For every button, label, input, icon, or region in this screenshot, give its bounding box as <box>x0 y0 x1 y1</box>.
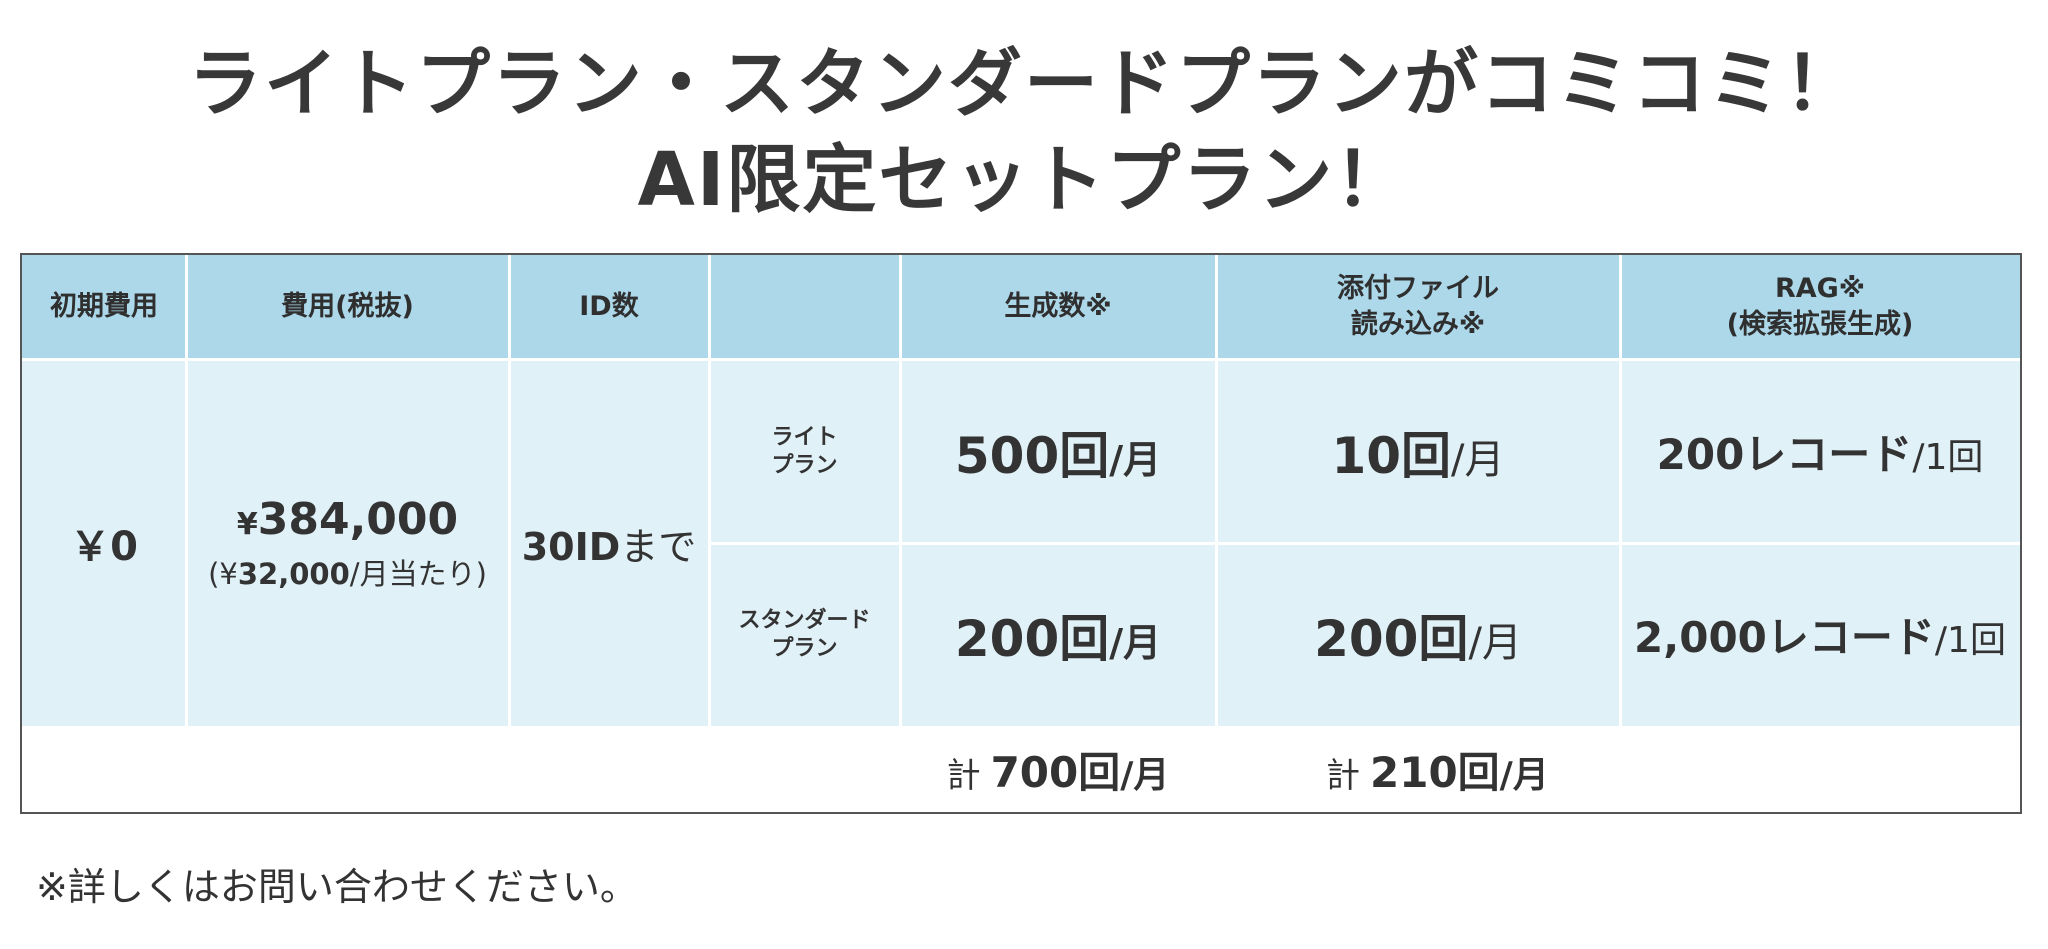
row-divider <box>709 542 2020 545</box>
file-read-lite-num: 10回 <box>1331 426 1452 485</box>
file-read-standard-value: 200回/月 <box>1314 599 1522 671</box>
fee-main: ¥384,000 <box>237 494 458 545</box>
total-generations-prefix: 計 <box>946 755 981 796</box>
file-read-lite-value: 10回/月 <box>1331 416 1504 488</box>
plan-lite-line-2: プラン <box>771 452 838 478</box>
generations-standard-value: 200回/月 <box>955 599 1161 671</box>
plan-standard-line-2: プラン <box>771 635 838 661</box>
header-rag-line-2: (検索拡張生成) <box>1726 308 1914 340</box>
header-initial-cost: 初期費用 <box>22 255 186 358</box>
plan-standard-line-1: スタンダード <box>738 607 871 633</box>
generations-lite-num: 500回 <box>954 426 1110 485</box>
id-count-number: 30ID <box>521 524 621 569</box>
fee-sub-amount: 32,000 <box>237 556 350 591</box>
header-rag-line-1: RAG※ <box>1774 272 1866 304</box>
total-generations: 計 700回/月 <box>900 726 1216 812</box>
initial-cost-cell: ￥0 <box>22 360 186 726</box>
header-fee-label: 費用(税抜) <box>281 290 414 322</box>
fee-cell: ¥384,000 (¥32,000/月当たり) <box>186 360 509 726</box>
header-initial-cost-label: 初期費用 <box>50 290 158 322</box>
total-file-read-prefix: 計 <box>1326 755 1360 796</box>
id-count-suffix: まで <box>620 524 697 569</box>
header-file-read-line-1: 添付ファイル <box>1337 272 1499 304</box>
generations-standard-unit: /月 <box>1109 620 1162 665</box>
initial-cost-value: ￥0 <box>70 524 138 570</box>
rag-lite-value: 200レコード/1回 <box>1657 421 1984 482</box>
total-file-read-unit: /月 <box>1499 754 1549 796</box>
header-rag: RAG※ (検索拡張生成) <box>1620 255 2020 358</box>
plan-lite-line-1: ライト <box>771 424 838 450</box>
fee-amount: 384,000 <box>257 493 459 545</box>
file-read-lite: 10回/月 <box>1216 360 1620 543</box>
fee-sub-open: (¥ <box>208 556 238 591</box>
generations-lite-unit: /月 <box>1109 437 1162 482</box>
generations-standard: 200回/月 <box>900 543 1216 726</box>
file-read-standard-num: 200回 <box>1314 609 1469 668</box>
file-read-lite-unit: /月 <box>1451 436 1505 483</box>
header-generations: 生成数※ <box>900 255 1216 358</box>
fee-sub: (¥32,000/月当たり) <box>208 551 487 593</box>
header-id-count-label: ID数 <box>579 290 639 322</box>
rag-standard-num: 2,000レコード <box>1634 613 1935 662</box>
header-file-read-line-2: 読み込み※ <box>1350 308 1486 340</box>
fee-sub-close: /月当たり) <box>349 556 487 591</box>
id-count-value: 30IDまで <box>522 516 697 571</box>
header-fee: 費用(税抜) <box>186 255 509 358</box>
rag-lite-num: 200レコード <box>1656 430 1913 479</box>
rag-lite-unit: /1回 <box>1912 437 1984 478</box>
column-divider-3 <box>708 255 711 726</box>
header-plan <box>709 255 900 358</box>
rag-lite: 200レコード/1回 <box>1620 360 2020 543</box>
page-title: ライトプラン・スタンダードプランがコミコミ！ AI限定セットプラン！ <box>0 36 2048 228</box>
column-divider-1 <box>185 255 188 726</box>
rag-standard-unit: /1回 <box>1934 620 2006 661</box>
header-divider <box>22 358 2020 361</box>
total-file-read-value: 計 210回/月 <box>1326 739 1549 800</box>
file-read-standard: 200回/月 <box>1216 543 1620 726</box>
total-file-read: 計 210回/月 <box>1216 726 1620 812</box>
plan-name-standard: スタンダード プラン <box>709 543 900 726</box>
footnote: ※詳しくはお問い合わせください。 <box>36 865 638 909</box>
column-divider-6 <box>1619 255 1622 726</box>
total-generations-value: 計 700回/月 <box>947 739 1170 800</box>
title-line-2: AI限定セットプラン！ <box>637 137 1411 223</box>
generations-lite: 500回/月 <box>900 360 1216 543</box>
rag-standard: 2,000レコード/1回 <box>1620 543 2020 726</box>
plan-table: 初期費用 費用(税抜) ID数 生成数※ 添付ファイル 読み込み※ RAG※ (… <box>20 253 2022 814</box>
fee-yen: ¥ <box>236 506 258 542</box>
column-divider-4 <box>899 255 902 726</box>
header-id-count: ID数 <box>509 255 709 358</box>
header-file-read: 添付ファイル 読み込み※ <box>1216 255 1620 358</box>
column-divider-5 <box>1215 255 1218 726</box>
file-read-standard-unit: /月 <box>1468 619 1522 666</box>
title-line-1: ライトプラン・スタンダードプランがコミコミ！ <box>188 41 1860 127</box>
header-generations-label: 生成数※ <box>1004 290 1112 322</box>
plan-name-lite: ライト プラン <box>709 360 900 543</box>
generations-standard-num: 200回 <box>954 609 1110 668</box>
rag-standard-value: 2,000レコード/1回 <box>1634 604 2006 665</box>
total-file-read-num: 210回 <box>1370 747 1500 797</box>
column-divider-2 <box>508 255 511 726</box>
id-count-cell: 30IDまで <box>509 360 709 726</box>
total-generations-num: 700回 <box>990 747 1121 797</box>
total-generations-unit: /月 <box>1120 754 1170 796</box>
generations-lite-value: 500回/月 <box>955 416 1161 488</box>
